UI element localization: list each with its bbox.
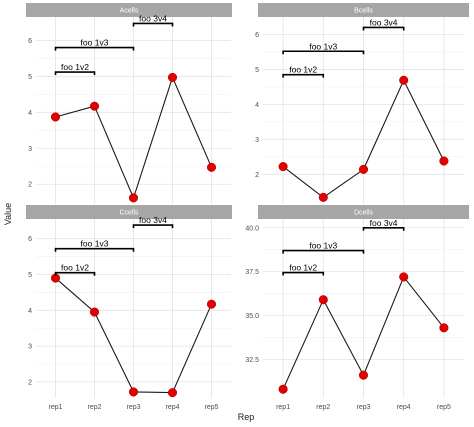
data-point <box>399 272 409 282</box>
x-tick-label: rep3 <box>356 404 370 411</box>
x-tick-label: rep2 <box>87 404 101 411</box>
y-tick-label: 3 <box>255 137 259 144</box>
data-point <box>358 164 369 174</box>
data-point <box>167 72 178 82</box>
bracket-label: foo 1v3 <box>309 241 337 251</box>
data-point <box>278 384 288 394</box>
significance-bracket <box>282 73 325 78</box>
y-tick-label: 4 <box>255 102 259 109</box>
x-tick-label: rep1 <box>276 404 290 411</box>
y-tick-label: 4 <box>28 308 32 315</box>
y-tick-label: 2 <box>28 379 32 386</box>
bracket-label: foo 1v3 <box>309 41 337 51</box>
data-point <box>206 299 217 309</box>
facet-panel: Bcells 2 3 4 5 6 foo 1v2 foo 1v3 foo 3v4 <box>255 3 469 204</box>
y-axis-title: Value <box>3 203 13 225</box>
significance-bracket <box>54 46 135 51</box>
y-tick-label: 40.0 <box>245 225 259 232</box>
x-tick-label: rep4 <box>165 404 179 411</box>
x-tick-label: rep5 <box>437 404 451 411</box>
data-point <box>50 112 61 122</box>
y-tick-label: 35.0 <box>245 313 259 320</box>
y-tick-label: 2 <box>28 182 32 189</box>
significance-bracket <box>132 22 174 27</box>
y-tick-label: 6 <box>28 236 32 243</box>
y-tick-label: 6 <box>28 38 32 45</box>
bracket-label: foo 1v2 <box>289 263 317 273</box>
data-point <box>439 156 449 166</box>
facet-strip-label: Acells <box>120 8 139 15</box>
significance-bracket <box>282 50 365 55</box>
bracket-label: foo 3v4 <box>370 218 398 228</box>
facet-strip-label: Dcells <box>354 210 374 217</box>
y-tick-label: 32.5 <box>245 357 259 364</box>
data-point <box>439 323 449 333</box>
significance-bracket <box>362 26 405 31</box>
significance-bracket <box>132 224 174 229</box>
facet-panel: Dcells 32.5 35.0 37.5 40.0 rep1 rep2 rep3 rep4 re… <box>245 205 469 411</box>
significance-bracket <box>282 249 365 254</box>
facet-strip-label: Bcells <box>354 8 373 15</box>
bracket-label: foo 3v4 <box>370 17 398 27</box>
x-tick-label: rep1 <box>48 404 62 411</box>
facet-panels: Acells 2 3 4 5 6 foo 1v2 foo 1v3 foo 3v4 Bcells 2 3… <box>26 3 469 411</box>
y-tick-label: 6 <box>255 32 259 39</box>
data-point <box>278 162 288 172</box>
data-point <box>399 75 409 85</box>
data-point <box>318 295 328 305</box>
data-point <box>318 192 328 202</box>
facet-strip-label: Ccells <box>119 210 139 217</box>
data-point <box>128 387 139 397</box>
y-tick-label: 2 <box>255 172 259 179</box>
x-tick-label: rep5 <box>204 404 218 411</box>
y-tick-label: 37.5 <box>245 269 259 276</box>
y-tick-label: 5 <box>28 272 32 279</box>
significance-bracket <box>54 71 96 76</box>
data-point <box>128 193 139 203</box>
y-tick-label: 3 <box>28 146 32 153</box>
facet-strip <box>26 3 232 17</box>
significance-bracket <box>54 247 135 252</box>
bracket-label: foo 1v2 <box>289 65 317 75</box>
facet-strip <box>26 205 232 219</box>
bracket-label: foo 1v3 <box>81 38 109 48</box>
x-axis-title: Rep <box>238 412 255 422</box>
y-tick-label: 5 <box>255 67 259 74</box>
significance-bracket <box>362 226 405 231</box>
x-tick-label: rep3 <box>126 404 140 411</box>
data-point <box>89 307 100 317</box>
y-tick-label: 3 <box>28 344 32 351</box>
facet-strip <box>258 205 469 219</box>
data-point <box>358 370 369 380</box>
y-tick-label: 5 <box>28 74 32 81</box>
facet-strip <box>258 3 469 17</box>
data-point <box>206 162 217 172</box>
data-point <box>89 101 100 111</box>
bracket-label: foo 1v2 <box>61 263 89 273</box>
bracket-label: foo 1v3 <box>81 239 109 249</box>
facet-panel: Acells 2 3 4 5 6 foo 1v2 foo 1v3 foo 3v4 <box>26 3 232 204</box>
x-tick-label: rep2 <box>316 404 330 411</box>
significance-bracket <box>282 271 325 276</box>
facet-panel: Ccells 2 3 4 5 6 rep1 rep2 rep3 rep4 rep5 foo 1v2 fo… <box>26 205 232 411</box>
y-tick-label: 4 <box>28 110 32 117</box>
significance-bracket <box>54 271 96 276</box>
bracket-label: foo 3v4 <box>139 215 167 225</box>
bracket-label: foo 1v2 <box>61 62 89 72</box>
data-point <box>167 388 178 398</box>
bracket-label: foo 3v4 <box>139 13 167 23</box>
x-tick-label: rep4 <box>397 404 411 411</box>
